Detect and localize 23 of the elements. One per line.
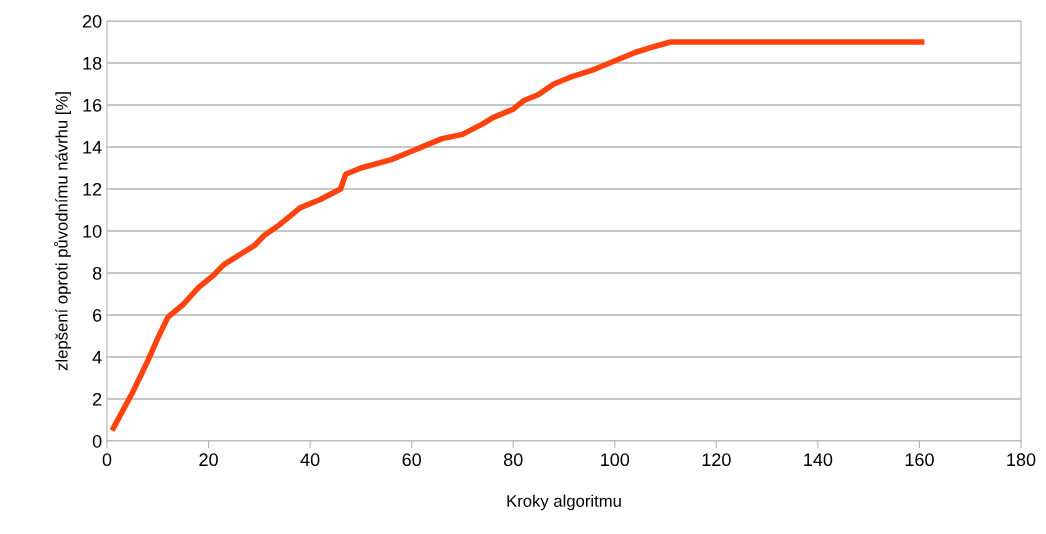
y-tick-label: 6 xyxy=(93,308,102,322)
y-tick-label: 2 xyxy=(93,392,102,406)
y-tick-label: 8 xyxy=(92,266,102,280)
x-tick-label: 40 xyxy=(300,453,320,467)
y-tick-label: 18 xyxy=(83,56,102,70)
x-tick-label: 160 xyxy=(905,453,934,467)
y-tick-label: 16 xyxy=(83,98,102,112)
y-tick-label: 14 xyxy=(83,141,102,154)
x-tick-label: 120 xyxy=(702,453,731,467)
y-tick-label: 4 xyxy=(92,351,102,364)
y-tick-label: 0 xyxy=(92,434,102,448)
y-tick-label: 12 xyxy=(83,182,102,196)
x-tick-label: 180 xyxy=(1007,453,1036,467)
x-tick-label: 80 xyxy=(503,453,523,467)
x-tick-label: 100 xyxy=(601,453,630,467)
x-tick-label: 60 xyxy=(402,453,421,467)
x-axis-title: Kroky algoritmu xyxy=(507,494,621,511)
x-tick-label: 0 xyxy=(102,453,112,467)
y-tick-label: 10 xyxy=(83,224,102,238)
x-tick-label: 20 xyxy=(199,453,218,467)
x-tick-label: 140 xyxy=(804,453,833,467)
y-tick-label: 20 xyxy=(82,14,102,28)
y-axis-title: zlepšení oproti původnímu návrhu [%] xyxy=(54,92,71,371)
